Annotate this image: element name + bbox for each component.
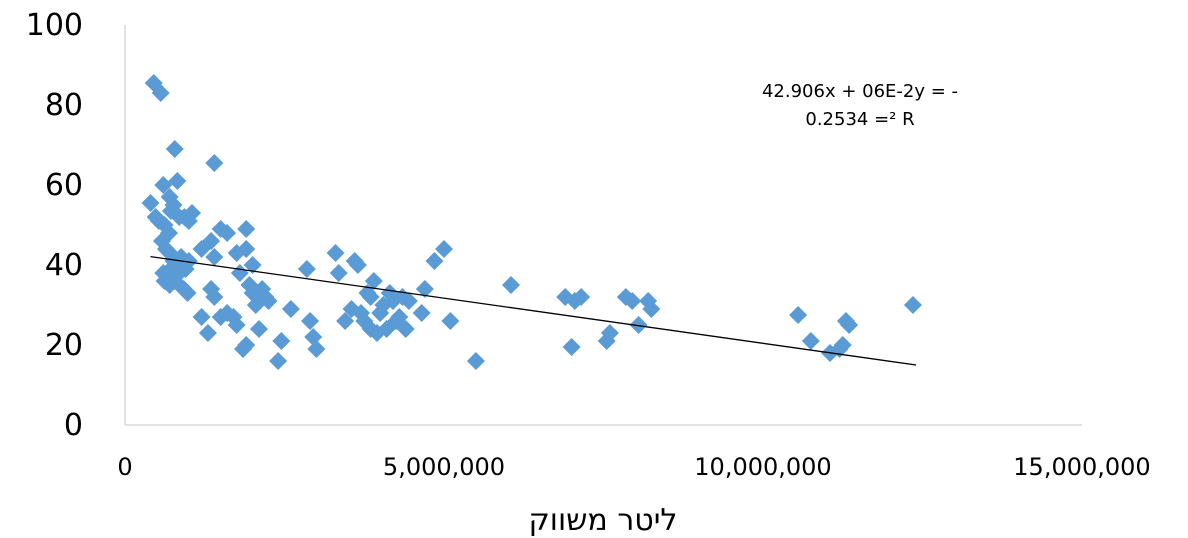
equation-line-2: 0.2534 =² R [805, 109, 914, 130]
data-point [205, 248, 224, 266]
x-tick-label: 15,000,000 [1013, 453, 1150, 481]
y-tick-label: 20 [45, 328, 83, 363]
y-tick-label: 100 [26, 8, 83, 43]
trendline [150, 255, 917, 366]
data-point [364, 272, 383, 290]
data-point [243, 256, 262, 274]
data-point [562, 338, 581, 356]
data-point [642, 300, 661, 318]
data-point [629, 316, 648, 334]
data-point [154, 176, 173, 194]
data-point [141, 194, 160, 212]
data-point [361, 288, 380, 306]
data-point [466, 352, 485, 370]
data-point [307, 340, 326, 358]
data-point [178, 284, 197, 302]
x-tick-label: 0 [117, 453, 132, 481]
equation-line-1: 42.906x + 06E-2y = - [762, 81, 958, 102]
data-point [237, 220, 256, 238]
data-point [272, 332, 291, 350]
data-point [179, 252, 198, 270]
data-point [572, 288, 591, 306]
data-point [301, 312, 320, 330]
data-point [600, 324, 619, 342]
data-point [396, 320, 415, 338]
data-point [833, 336, 852, 354]
data-point [441, 312, 460, 330]
data-point [281, 300, 300, 318]
data-point [789, 306, 808, 324]
data-point [623, 292, 642, 310]
data-point [198, 324, 217, 342]
data-point [192, 308, 211, 326]
data-point [329, 264, 348, 282]
data-point [168, 172, 187, 190]
data-point [205, 288, 224, 306]
data-point [412, 304, 431, 322]
y-tick-label: 40 [45, 248, 83, 283]
data-point [840, 316, 859, 334]
data-point [170, 264, 189, 282]
data-point [227, 316, 246, 334]
y-tick-labels: 0 20 40 60 80 100 [26, 8, 83, 443]
data-point [151, 84, 170, 102]
data-point [259, 292, 278, 310]
data-point [399, 292, 418, 310]
y-tick-label: 60 [45, 168, 83, 203]
data-point [237, 336, 256, 354]
x-tick-label: 10,000,000 [694, 453, 831, 481]
data-point [903, 296, 922, 314]
data-point [501, 276, 520, 294]
data-point [348, 256, 367, 274]
y-tick-label: 80 [45, 88, 83, 123]
data-point [218, 224, 237, 242]
data-point [182, 204, 201, 222]
data-point [205, 154, 224, 172]
x-axis-label: ליטר משווק [529, 503, 678, 538]
data-point [249, 320, 268, 338]
x-tick-labels: 0 5,000,000 10,000,000 15,000,000 [117, 453, 1150, 481]
data-point [237, 240, 256, 258]
trendline-group [150, 255, 917, 366]
data-point [326, 244, 345, 262]
data-point [390, 308, 409, 326]
data-point [246, 296, 265, 314]
data-point [425, 252, 444, 270]
data-point [297, 260, 316, 278]
data-points [141, 74, 922, 370]
data-point [160, 276, 179, 294]
data-point [336, 312, 355, 330]
data-point [269, 352, 288, 370]
data-point [801, 332, 820, 350]
axes [124, 25, 1082, 426]
x-tick-label: 5,000,000 [383, 453, 505, 481]
data-point [435, 240, 453, 258]
y-tick-label: 0 [64, 408, 83, 443]
data-point [165, 140, 184, 158]
data-point [202, 232, 221, 250]
data-point [415, 280, 434, 298]
